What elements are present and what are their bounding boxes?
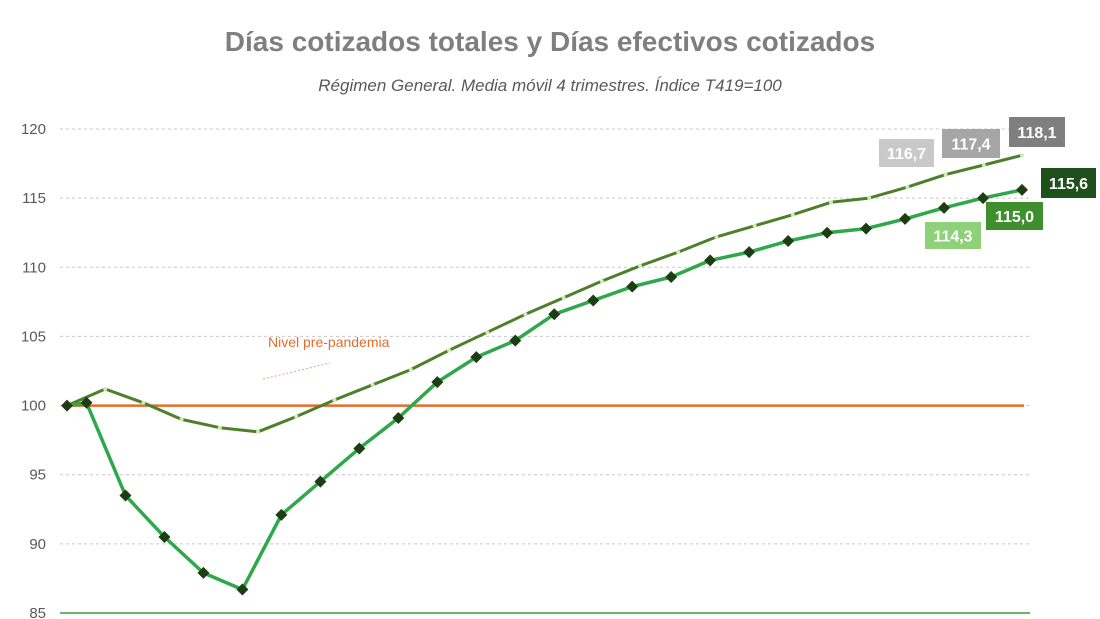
data-point-marker bbox=[821, 226, 834, 239]
data-point bbox=[370, 382, 375, 387]
y-tick-label: 85 bbox=[29, 605, 46, 619]
data-label: 114,3 bbox=[933, 229, 972, 246]
chart-title: Días cotizados totales y Días efectivos … bbox=[224, 26, 876, 57]
data-point-marker bbox=[977, 192, 990, 205]
data-point-marker bbox=[392, 412, 405, 425]
data-point bbox=[943, 172, 948, 177]
data-point bbox=[332, 398, 337, 403]
data-point-marker bbox=[197, 566, 210, 579]
series-line-dias-cotizados-totales bbox=[66, 153, 1023, 434]
data-point bbox=[103, 386, 108, 391]
data-point-marker bbox=[275, 508, 288, 521]
data-label-badge bbox=[942, 129, 1000, 158]
data-point bbox=[905, 185, 910, 190]
y-tick-label: 120 bbox=[21, 121, 46, 138]
data-point-marker bbox=[665, 270, 678, 283]
data-point bbox=[676, 250, 681, 255]
data-point bbox=[752, 223, 757, 228]
data-point bbox=[599, 279, 604, 284]
data-label-badge bbox=[1009, 117, 1065, 147]
data-point bbox=[981, 162, 986, 167]
data-point-marker bbox=[314, 475, 327, 488]
data-point bbox=[485, 330, 490, 335]
reference-line-label: Nivel pre-pandemia bbox=[268, 334, 390, 350]
data-label-badge bbox=[925, 222, 981, 249]
data-point-marker bbox=[509, 334, 522, 347]
data-point bbox=[217, 425, 222, 430]
data-point-marker bbox=[470, 351, 483, 364]
data-label: 118,1 bbox=[1017, 125, 1056, 142]
data-point-marker bbox=[236, 583, 249, 596]
y-tick-label: 100 bbox=[21, 398, 46, 415]
data-point-marker bbox=[80, 396, 93, 409]
data-label-badge bbox=[879, 139, 934, 167]
y-tick-label: 105 bbox=[21, 328, 46, 345]
data-point-marker bbox=[704, 254, 717, 267]
data-label: 116,7 bbox=[887, 146, 926, 163]
data-point bbox=[408, 367, 413, 372]
series-line-dias-efectivos-cotizados bbox=[66, 188, 1023, 592]
data-point-marker bbox=[431, 376, 444, 389]
y-tick-label: 110 bbox=[22, 259, 46, 276]
data-point bbox=[256, 429, 260, 434]
data-point-marker bbox=[119, 489, 132, 502]
data-point bbox=[867, 196, 872, 201]
data-point-marker bbox=[158, 530, 171, 543]
y-tick-label: 90 bbox=[29, 536, 46, 553]
data-point bbox=[829, 200, 833, 205]
chart-subtitle: Régimen General. Media móvil 4 trimestre… bbox=[318, 76, 782, 95]
data-point bbox=[523, 312, 528, 317]
data-point bbox=[447, 348, 451, 353]
data-point bbox=[714, 234, 719, 239]
data-label-badge bbox=[1041, 168, 1096, 198]
data-point bbox=[790, 212, 795, 217]
data-point-marker bbox=[626, 280, 639, 293]
data-label-badge bbox=[986, 202, 1043, 230]
data-label: 117,4 bbox=[951, 137, 990, 154]
data-point-marker bbox=[548, 308, 561, 321]
data-point bbox=[294, 414, 299, 419]
data-point bbox=[561, 295, 566, 300]
data-point-marker bbox=[353, 442, 366, 455]
data-point-marker bbox=[938, 201, 951, 214]
data-point-marker bbox=[782, 235, 795, 248]
data-label: 115,0 bbox=[995, 209, 1034, 226]
data-point-marker bbox=[587, 294, 600, 307]
data-point-marker bbox=[61, 399, 73, 412]
annotation-leader bbox=[262, 362, 331, 380]
y-tick-label: 95 bbox=[29, 467, 46, 484]
data-point-marker bbox=[743, 246, 756, 259]
data-point-marker bbox=[1016, 183, 1028, 196]
data-point bbox=[638, 263, 642, 268]
data-point bbox=[1020, 153, 1024, 158]
y-tick-label: 115 bbox=[22, 190, 46, 207]
data-point bbox=[141, 400, 146, 405]
data-point-marker bbox=[899, 212, 912, 225]
data-point bbox=[179, 417, 184, 422]
data-label: 115,6 bbox=[1049, 176, 1088, 193]
data-point-marker bbox=[860, 222, 873, 235]
